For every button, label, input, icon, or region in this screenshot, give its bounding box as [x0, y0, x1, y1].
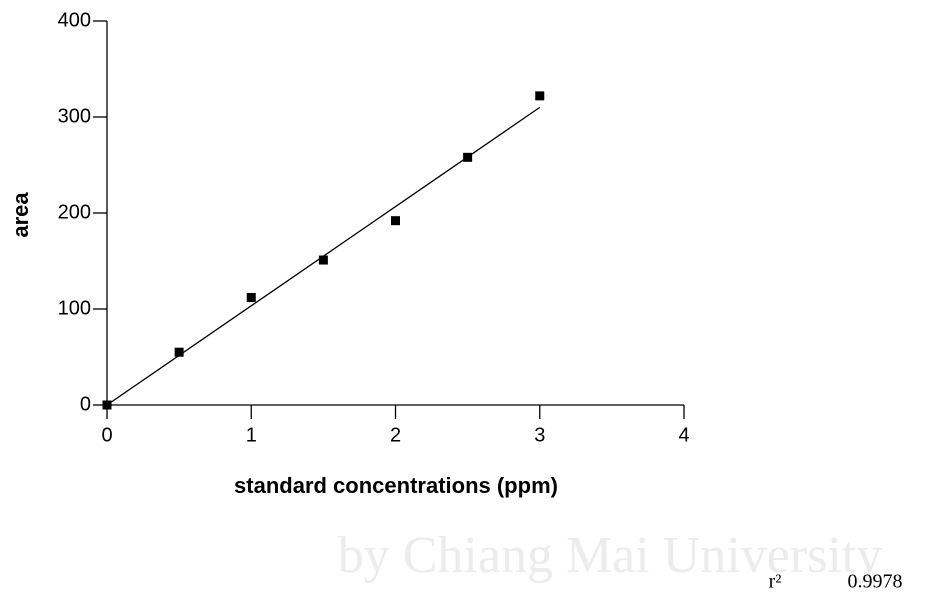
y-tick-label: 300 [58, 105, 91, 127]
point [319, 256, 328, 265]
x-tick-label: 1 [246, 424, 257, 446]
x-tick-label: 2 [390, 424, 401, 446]
x-tick-label: 4 [678, 424, 689, 446]
annotation-label: r² [769, 571, 782, 593]
x-axis-label: standard concentrations (ppm) [234, 473, 558, 498]
y-tick-label: 100 [58, 297, 91, 319]
chart: by Chiang Mai University area standard c… [0, 0, 941, 604]
x-tick-label: 0 [101, 424, 112, 446]
annotation-value: 0.9978 [848, 571, 903, 593]
x-tick-label: 3 [534, 424, 545, 446]
y-tick-label: 400 [58, 9, 91, 31]
point [535, 91, 544, 100]
y-tick-label: 0 [80, 393, 91, 415]
point [175, 348, 184, 357]
point [103, 401, 112, 410]
watermark: by Chiang Mai University [338, 527, 883, 584]
point [391, 216, 400, 225]
point [463, 153, 472, 162]
y-tick-label: 200 [58, 201, 91, 223]
point [247, 293, 256, 302]
y-axis-label: area [8, 192, 33, 238]
